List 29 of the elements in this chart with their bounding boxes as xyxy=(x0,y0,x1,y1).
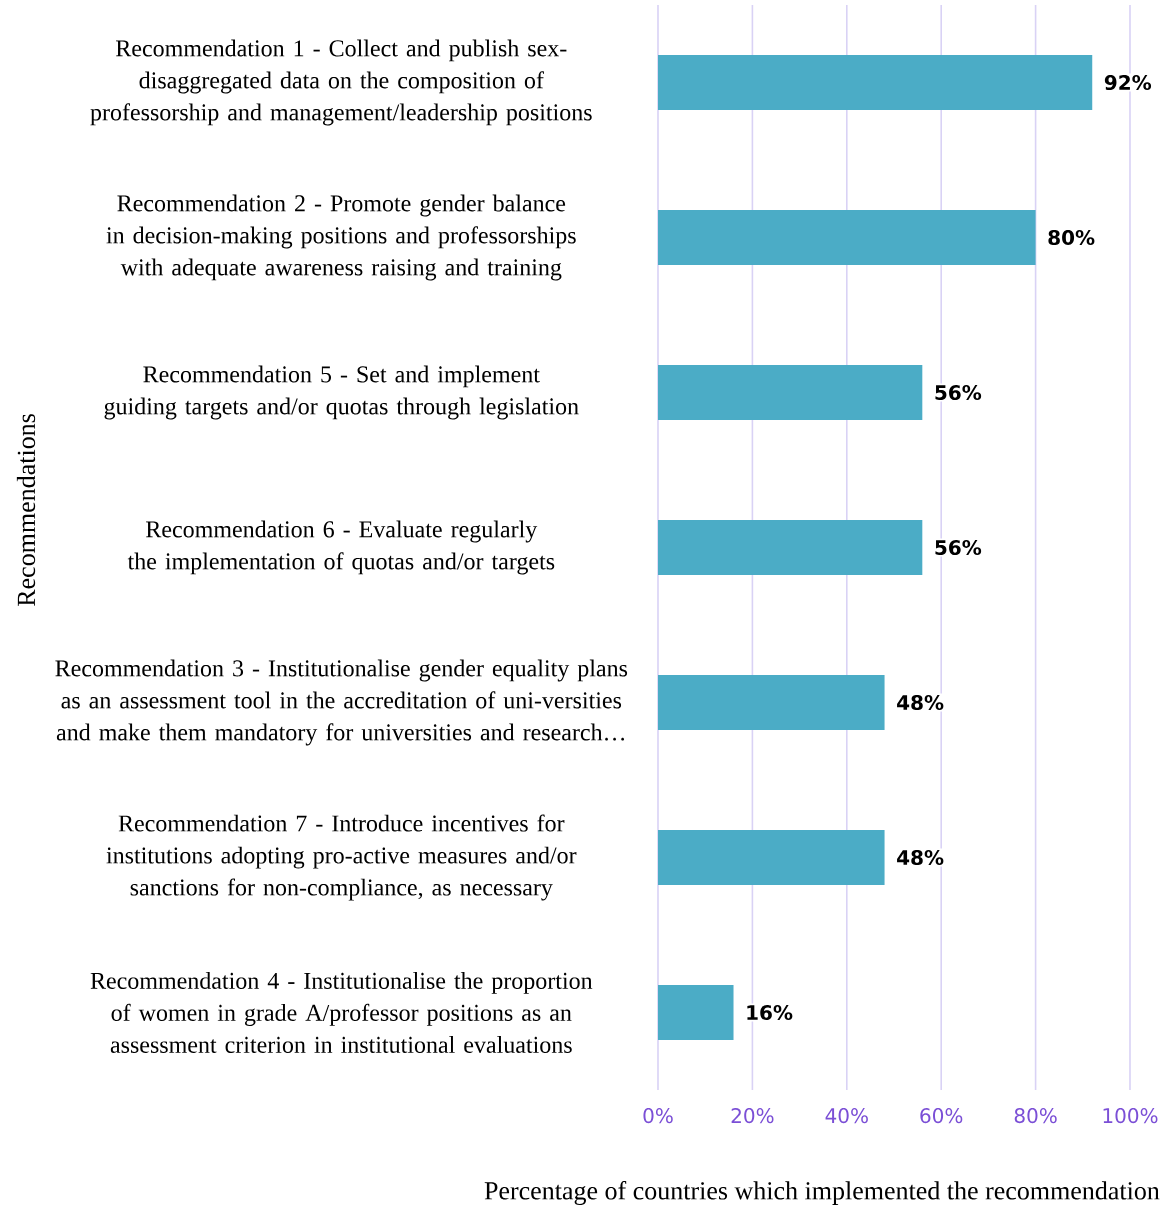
y-tick-label: Recommendation 3 - Institutionalise gender equality plans as an assessment tool in the accreditation of uni-versities and make them mandatory for universities and research… xyxy=(55,659,628,746)
y-tick-label: Recommendation 2 - Promote gender balance in decision-making positions and professorships with adequate awareness raising and training xyxy=(106,194,576,281)
data-label: 80% xyxy=(1048,229,1095,246)
data-label: 56% xyxy=(935,539,982,556)
bar xyxy=(658,365,923,421)
y-tick-label: Recommendation 4 - Institutionalise the proportion of women in grade A/professor positions as an assessment criterion in institutional evaluations xyxy=(90,972,593,1053)
data-label: 16% xyxy=(747,1004,793,1021)
bar xyxy=(658,675,885,731)
x-tick-label: 0% xyxy=(643,1108,673,1124)
data-label: 48% xyxy=(897,849,944,866)
x-tick-label: 80% xyxy=(1014,1108,1057,1124)
y-axis-title: Recommendations xyxy=(16,414,36,606)
bar xyxy=(658,210,1036,266)
x-tick-label: 40% xyxy=(825,1108,868,1124)
x-tick-label: 100% xyxy=(1103,1108,1158,1124)
y-tick-label: Recommendation 5 - Set and implement guiding targets and/or quotas through legislation xyxy=(104,365,579,420)
bar xyxy=(658,520,923,576)
x-tick-label: 60% xyxy=(920,1108,963,1124)
y-tick-label: Recommendation 6 - Evaluate regularly the implementation of quotas and/or targets xyxy=(127,520,555,575)
data-label: 48% xyxy=(897,694,944,711)
y-tick-label: Recommendation 1 - Collect and publish sex-disaggregated data on the composition of professorship and management/leadership positions xyxy=(90,39,592,126)
x-tick-label: 20% xyxy=(731,1108,774,1124)
data-label: 56% xyxy=(935,384,982,401)
bar xyxy=(658,985,734,1041)
y-tick-label: Recommendation 7 - Introduce incentives for institutions adopting pro-active measures and/or sanctions for non-compliance, as necessary xyxy=(106,814,577,901)
bar xyxy=(658,830,885,886)
x-axis-title: Percentage of countries which implemented the recommendation xyxy=(484,1181,1160,1205)
data-label: 92% xyxy=(1104,74,1152,91)
bar xyxy=(658,55,1093,111)
